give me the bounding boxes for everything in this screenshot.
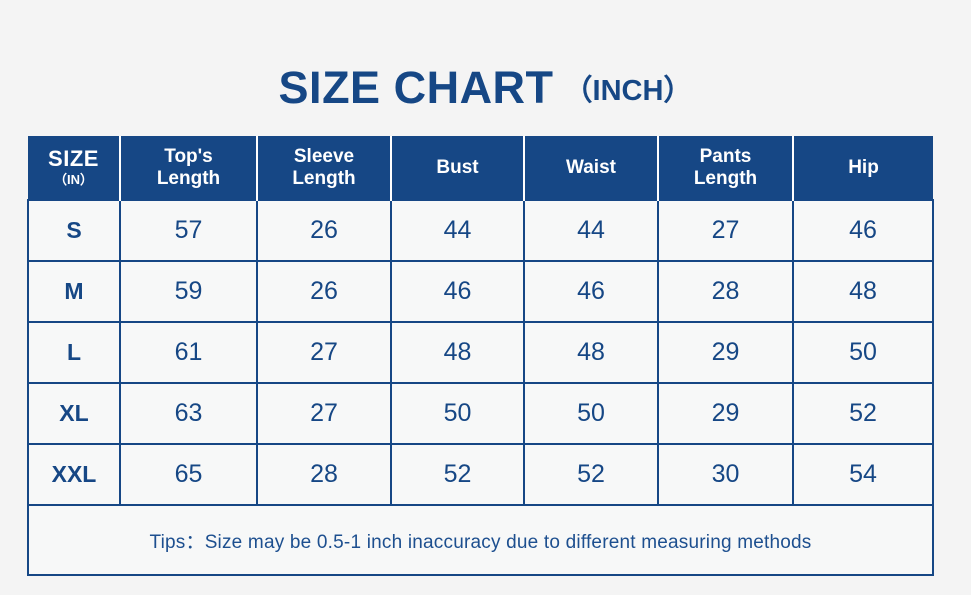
cell-hip: 46 (792, 199, 934, 262)
cell-pants-length: 30 (657, 443, 794, 506)
header-tops-length-line1: Top's (164, 146, 213, 168)
table-row: XL 63 27 50 50 29 52 (27, 382, 934, 445)
cell-size: XL (27, 382, 121, 445)
cell-waist: 44 (523, 199, 659, 262)
cell-sleeve-length: 28 (256, 443, 392, 506)
cell-pants-length: 28 (657, 260, 794, 323)
cell-waist: 48 (523, 321, 659, 384)
cell-size: S (27, 199, 121, 262)
cell-sleeve-length: 27 (256, 382, 392, 445)
cell-tops-length: 63 (119, 382, 258, 445)
header-pants-length-line1: Pants (699, 146, 752, 168)
cell-size: XXL (27, 443, 121, 506)
cell-tops-length: 57 (119, 199, 258, 262)
cell-size: M (27, 260, 121, 323)
cell-bust: 52 (390, 443, 525, 506)
cell-sleeve-length: 26 (256, 260, 392, 323)
table-row: XXL 65 28 52 52 30 54 (27, 443, 934, 506)
header-cell-hip: Hip (793, 136, 933, 200)
table-body: S 57 26 44 44 27 46 M 59 26 46 46 28 48 … (27, 199, 934, 576)
cell-bust: 50 (390, 382, 525, 445)
header-sleeve-length-line1: Sleeve (293, 146, 355, 168)
header-pants-length-line2: Length (693, 167, 758, 189)
header-cell-sleeve-length: Sleeve Length (257, 136, 392, 200)
cell-bust: 44 (390, 199, 525, 262)
cell-tops-length: 61 (119, 321, 258, 384)
page-title: SIZE CHART （INCH） (0, 62, 971, 114)
cell-sleeve-length: 26 (256, 199, 392, 262)
header-waist-label: Waist (566, 156, 616, 178)
cell-tops-length: 59 (119, 260, 258, 323)
cell-hip: 50 (792, 321, 934, 384)
cell-pants-length: 27 (657, 199, 794, 262)
cell-hip: 52 (792, 382, 934, 445)
header-cell-pants-length: Pants Length (658, 136, 794, 200)
header-cell-size: SIZE （IN） (28, 136, 121, 200)
cell-bust: 48 (390, 321, 525, 384)
header-cell-bust: Bust (391, 136, 525, 200)
cell-pants-length: 29 (657, 321, 794, 384)
cell-pants-length: 29 (657, 382, 794, 445)
table-header: SIZE （IN） Top's Length Sleeve Length Bus… (28, 136, 933, 200)
cell-waist: 50 (523, 382, 659, 445)
table-row: M 59 26 46 46 28 48 (27, 260, 934, 323)
table-row: L 61 27 48 48 29 50 (27, 321, 934, 384)
header-row: SIZE （IN） Top's Length Sleeve Length Bus… (28, 136, 933, 200)
cell-tops-length: 65 (119, 443, 258, 506)
cell-hip: 48 (792, 260, 934, 323)
header-tops-length-line2: Length (156, 167, 221, 189)
header-size-unit: （IN） (53, 172, 93, 188)
cell-hip: 54 (792, 443, 934, 506)
header-bust-label: Bust (436, 156, 479, 178)
header-sleeve-length-line2: Length (292, 167, 356, 189)
table-row: S 57 26 44 44 27 46 (27, 199, 934, 262)
tips-row: Tips：Size may be 0.5-1 inch inaccuracy d… (27, 504, 934, 576)
size-chart-table: SIZE （IN） Top's Length Sleeve Length Bus… (27, 136, 934, 576)
header-cell-waist: Waist (524, 136, 659, 200)
title-unit-text: （INCH） (563, 75, 693, 107)
tips-text: Tips：Size may be 0.5-1 inch inaccuracy d… (27, 504, 934, 576)
cell-bust: 46 (390, 260, 525, 323)
header-size-main: SIZE (48, 146, 99, 172)
header-hip-label: Hip (848, 156, 879, 178)
cell-waist: 46 (523, 260, 659, 323)
title-main-text: SIZE CHART (278, 62, 554, 113)
header-cell-tops-length: Top's Length (120, 136, 258, 200)
cell-waist: 52 (523, 443, 659, 506)
cell-sleeve-length: 27 (256, 321, 392, 384)
cell-size: L (27, 321, 121, 384)
